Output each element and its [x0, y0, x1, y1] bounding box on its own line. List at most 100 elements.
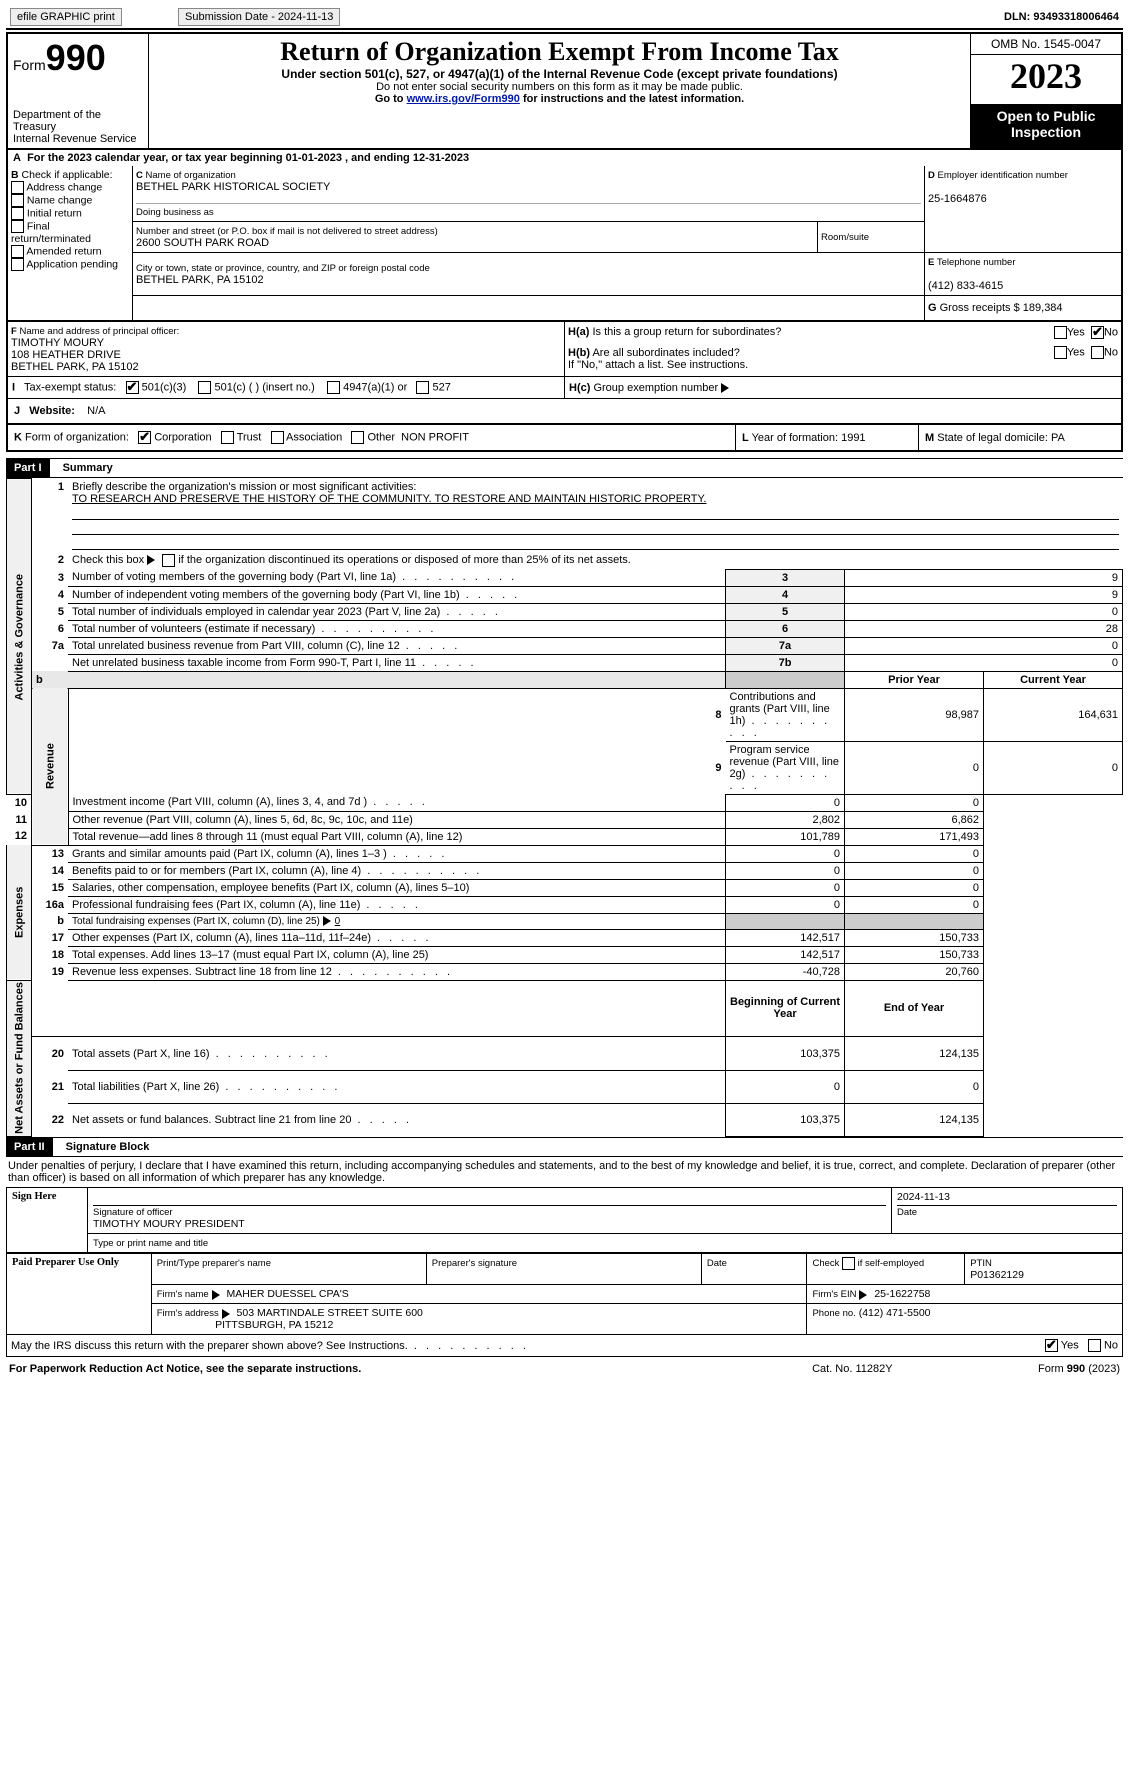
sig-officer-label: Signature of officer [93, 1207, 173, 1218]
vert-activities-governance: Activities & Governance [7, 479, 32, 795]
row16b-label: Total fundraising expenses (Part IX, col… [72, 916, 320, 927]
irs-link[interactable]: www.irs.gov/Form990 [407, 93, 520, 105]
chk-amended-return[interactable] [11, 245, 24, 258]
street-label: Number and street (or P.O. box if mail i… [136, 226, 438, 237]
q2-label: Check this box if the organization disco… [72, 554, 631, 566]
firm-addr2: PITTSBURGH, PA 15212 [215, 1319, 333, 1331]
room-label: Room/suite [821, 232, 869, 243]
firm-name: MAHER DUESSEL CPA'S [227, 1288, 349, 1300]
paperwork-notice: For Paperwork Reduction Act Notice, see … [8, 1359, 762, 1376]
form-word: Form [13, 57, 46, 73]
dba-label: Doing business as [136, 207, 214, 218]
phone-label: Telephone number [937, 257, 1016, 268]
firm-phone-label: Phone no. [812, 1308, 855, 1319]
chk-corp[interactable] [138, 431, 151, 444]
sign-date: 2024-11-13 [897, 1191, 950, 1203]
chk-501c[interactable] [198, 381, 211, 394]
goto-prefix: Go to [375, 93, 407, 105]
col-prior-year: Prior Year [845, 671, 984, 688]
chk-discuss-yes[interactable] [1045, 1339, 1058, 1352]
chk-self-employed[interactable] [842, 1257, 855, 1270]
form-note-ssn: Do not enter social security numbers on … [154, 81, 965, 93]
chk-discuss-no[interactable] [1088, 1339, 1101, 1352]
page-footer: For Paperwork Reduction Act Notice, see … [6, 1357, 1123, 1378]
chk-other[interactable] [351, 431, 364, 444]
form-org-label: Form of organization: [25, 431, 129, 443]
submission-date: Submission Date - 2024-11-13 [178, 8, 340, 26]
chk-initial-return[interactable] [11, 207, 24, 220]
officer-name-title: TIMOTHY MOURY PRESIDENT [93, 1218, 245, 1230]
chk-application-pending[interactable] [11, 258, 24, 271]
triangle-icon [323, 916, 335, 927]
triangle-icon [212, 1288, 224, 1300]
firm-phone: (412) 471-5500 [859, 1307, 931, 1319]
city-value: BETHEL PARK, PA 15102 [136, 274, 264, 286]
chk-final-return[interactable] [11, 220, 24, 233]
chk-address-change[interactable] [11, 181, 24, 194]
city-label: City or town, state or province, country… [136, 263, 430, 274]
chk-4947[interactable] [327, 381, 340, 394]
officer-group-info: F Name and address of principal officer:… [6, 322, 1123, 425]
part-ii-header: Part II [6, 1138, 53, 1156]
chk-ha-yes[interactable] [1054, 326, 1067, 339]
ptin-value: P01362129 [970, 1269, 1024, 1281]
ptin-label: PTIN [970, 1258, 992, 1269]
name-label: Name of organization [146, 170, 236, 181]
type-print-label: Type or print name and title [93, 1238, 208, 1249]
discuss-row: May the IRS discuss this return with the… [6, 1335, 1123, 1357]
part-i-header: Part I [6, 459, 50, 477]
chk-ha-no[interactable] [1091, 326, 1104, 339]
top-bar: efile GRAPHIC print Submission Date - 20… [6, 6, 1123, 30]
paid-preparer-block: Paid Preparer Use Only Print/Type prepar… [6, 1253, 1123, 1335]
boxB-label: Check if applicable: [22, 169, 113, 181]
website-label: Website: [29, 405, 75, 417]
year-formation-label: Year of formation: [752, 432, 838, 444]
chk-discontinued[interactable] [162, 554, 175, 567]
part-i-table: Activities & Governance 1 Briefly descri… [6, 478, 1123, 1137]
chk-501c3[interactable] [126, 381, 139, 394]
form-title: Return of Organization Exempt From Incom… [154, 37, 965, 67]
phone-value: (412) 833-4615 [928, 280, 1003, 292]
chk-trust[interactable] [221, 431, 234, 444]
officer-addr1: 108 HEATHER DRIVE [11, 349, 121, 361]
tax-exempt-label: Tax-exempt status: [24, 381, 116, 393]
hb-note: If "No," attach a list. See instructions… [568, 359, 748, 371]
sign-here-block: Sign Here Signature of officer TIMOTHY M… [6, 1187, 1123, 1253]
officer-name: TIMOTHY MOURY [11, 337, 104, 349]
prep-sig-label: Preparer's signature [432, 1258, 517, 1269]
vert-revenue: Revenue [32, 688, 69, 845]
col-end-year: End of Year [845, 980, 984, 1037]
gross-receipts-value: 189,384 [1023, 302, 1063, 314]
efile-print-button[interactable]: efile GRAPHIC print [10, 8, 122, 26]
chk-527[interactable] [416, 381, 429, 394]
discuss-question: May the IRS discuss this return with the… [11, 1340, 529, 1352]
org-form-row: K Form of organization: Corporation Trus… [6, 425, 1123, 452]
firm-name-label: Firm's name [157, 1289, 209, 1300]
date-label: Date [897, 1207, 917, 1218]
chk-name-change[interactable] [11, 194, 24, 207]
domicile-value: PA [1051, 432, 1065, 444]
omb-number: OMB No. 1545-0047 [971, 34, 1121, 54]
q1-value: TO RESEARCH AND PRESERVE THE HISTORY OF … [72, 493, 706, 505]
org-name: BETHEL PARK HISTORICAL SOCIETY [136, 181, 330, 193]
prep-date-label: Date [707, 1258, 727, 1269]
goto-suffix: for instructions and the latest informat… [520, 93, 744, 105]
officer-label: Name and address of principal officer: [19, 326, 179, 337]
ein-value: 25-1664876 [928, 193, 987, 205]
gross-receipts-label: Gross receipts $ [940, 302, 1020, 314]
row16b-value: 0 [335, 916, 341, 927]
street-value: 2600 SOUTH PARK ROAD [136, 237, 269, 249]
open-to-public: Open to Public Inspection [971, 105, 1123, 149]
sign-here-label: Sign Here [7, 1188, 88, 1253]
hc-label: Group exemption number [593, 382, 718, 394]
chk-assoc[interactable] [271, 431, 284, 444]
firm-addr-label: Firm's address [157, 1308, 219, 1319]
hb-label: Are all subordinates included? [592, 347, 739, 359]
dept-treasury: Department of the Treasury Internal Reve… [13, 109, 143, 145]
cat-no: Cat. No. 11282Y [764, 1359, 940, 1376]
chk-hb-yes[interactable] [1054, 346, 1067, 359]
form-number: 990 [46, 37, 106, 78]
domicile-label: State of legal domicile: [937, 432, 1048, 444]
col-current-year: Current Year [984, 671, 1123, 688]
chk-hb-no[interactable] [1091, 346, 1104, 359]
